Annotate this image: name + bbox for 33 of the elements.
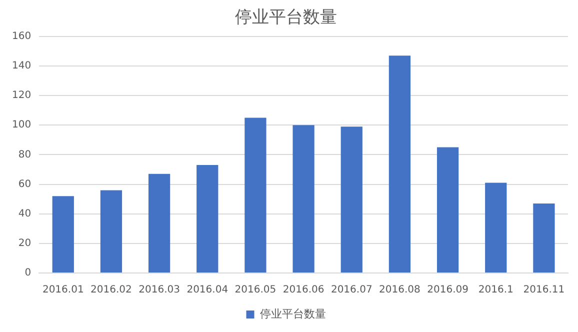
bar	[100, 190, 122, 272]
bar	[436, 147, 459, 272]
bar	[292, 125, 314, 272]
bar	[533, 204, 555, 272]
y-tick-label: 160	[12, 30, 32, 42]
y-tick-label: 80	[18, 149, 32, 160]
bar	[388, 56, 411, 272]
x-tick-label: 2016.07	[330, 284, 372, 296]
y-tick-label: 140	[12, 60, 32, 72]
x-tick-label: 2016.08	[379, 284, 420, 296]
y-tick-label: 120	[12, 90, 32, 102]
x-tick-label: 2016.01	[42, 284, 84, 296]
x-tick-label: 2016.05	[234, 284, 276, 296]
x-tick-label: 2016.04	[186, 284, 228, 296]
x-tick-label: 2016.02	[90, 284, 132, 296]
x-tick-label: 2016.09	[427, 284, 468, 296]
bar	[196, 165, 218, 272]
x-tick-label: 2016.03	[138, 284, 180, 296]
y-tick-label: 60	[18, 178, 32, 190]
bar	[340, 126, 362, 272]
x-tick-label: 2016.11	[523, 284, 565, 296]
y-tick-label: 100	[12, 120, 32, 131]
bar	[244, 118, 266, 272]
y-tick-label: 0	[24, 268, 32, 279]
bar	[485, 182, 507, 272]
chart-title: 停业平台数量	[235, 8, 337, 28]
x-tick-label: 2016.1	[478, 284, 514, 296]
y-tick-label: 20	[18, 238, 32, 250]
bar	[52, 196, 74, 272]
y-tick-label: 40	[18, 208, 32, 220]
x-tick-label: 2016.06	[282, 284, 324, 296]
legend-label: 停业平台数量	[260, 307, 326, 320]
bar	[148, 174, 170, 272]
